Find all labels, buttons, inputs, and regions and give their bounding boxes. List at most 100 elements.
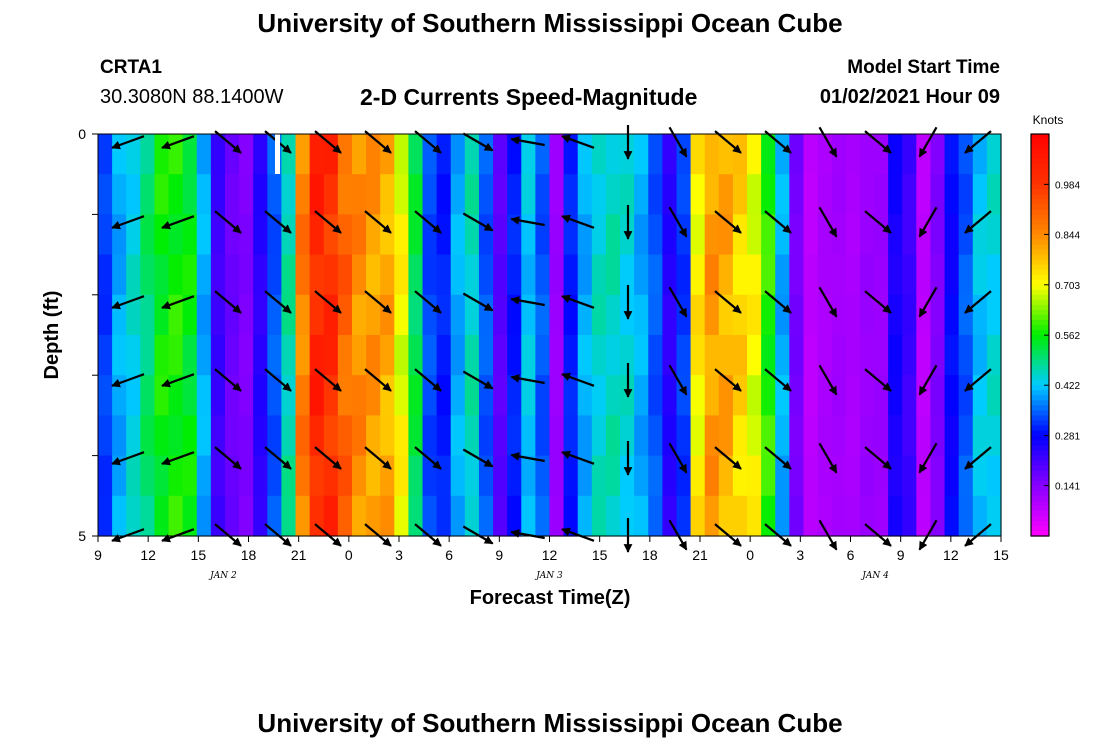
current-vector bbox=[668, 126, 688, 158]
heatmap-cell bbox=[986, 455, 1002, 497]
heatmap-cell bbox=[253, 134, 268, 175]
heatmap-cell bbox=[563, 335, 579, 376]
current-vector bbox=[214, 210, 242, 234]
heatmap-cell bbox=[366, 214, 381, 256]
current-vector bbox=[764, 446, 792, 470]
heatmap-cell bbox=[930, 495, 946, 537]
current-vector bbox=[364, 368, 392, 392]
heatmap-cell bbox=[422, 294, 438, 336]
heatmap-cell bbox=[464, 375, 480, 416]
heatmap-cell bbox=[549, 335, 565, 376]
heatmap-cell bbox=[747, 415, 762, 457]
heatmap-cell bbox=[563, 375, 579, 416]
heatmap-cell bbox=[366, 415, 381, 457]
heatmap-cell bbox=[521, 455, 536, 497]
heatmap-cell bbox=[577, 335, 593, 376]
heatmap-cell bbox=[563, 134, 579, 175]
heatmap-cell bbox=[662, 375, 678, 416]
heatmap-cell bbox=[775, 254, 790, 296]
heatmap-cell bbox=[803, 495, 819, 537]
heatmap-cell bbox=[281, 375, 297, 416]
heatmap-cell bbox=[267, 254, 283, 296]
heatmap-cell bbox=[140, 495, 156, 537]
heatmap-cell bbox=[704, 134, 720, 175]
heatmap-cell bbox=[577, 415, 593, 457]
heatmap-cell bbox=[916, 495, 932, 537]
heatmap-cell bbox=[634, 415, 649, 457]
heatmap-cell bbox=[676, 294, 692, 336]
heatmap-cell bbox=[182, 455, 198, 497]
heatmap-cell bbox=[761, 375, 776, 416]
heatmap-cell bbox=[408, 415, 424, 457]
heatmap-cell bbox=[577, 254, 593, 296]
heatmap-cell bbox=[944, 415, 960, 457]
heatmap-cell bbox=[732, 495, 748, 537]
heatmap-cell bbox=[521, 294, 536, 336]
heatmap-cell bbox=[577, 174, 593, 215]
heatmap-cell bbox=[930, 294, 946, 336]
heatmap-cell bbox=[916, 455, 932, 497]
heatmap-cell bbox=[859, 495, 875, 537]
heatmap-cell bbox=[436, 134, 452, 175]
page-title: University of Southern Mississippi Ocean… bbox=[257, 8, 843, 38]
heatmap-cell bbox=[888, 415, 903, 457]
current-vector bbox=[510, 529, 545, 540]
heatmap-cell bbox=[577, 134, 593, 175]
heatmap-cell bbox=[549, 134, 565, 175]
heatmap-cell bbox=[182, 495, 198, 537]
current-vector bbox=[764, 290, 792, 314]
heatmap-cell bbox=[210, 174, 226, 215]
station-coordinates: 30.3080N 88.1400W bbox=[100, 86, 284, 108]
x-tick-label: 18 bbox=[642, 547, 658, 563]
heatmap-cell bbox=[182, 134, 198, 175]
x-tick-label: 3 bbox=[395, 547, 403, 563]
current-vector bbox=[264, 523, 292, 547]
heatmap-cell bbox=[761, 335, 776, 376]
heatmap-cell bbox=[140, 335, 156, 376]
heatmap-cell bbox=[732, 174, 748, 215]
heatmap-cell bbox=[154, 254, 170, 296]
heatmap-cell bbox=[803, 375, 819, 416]
heatmap-cell bbox=[902, 174, 917, 215]
heatmap-cell bbox=[295, 174, 311, 215]
heatmap-cell bbox=[831, 254, 847, 296]
heatmap-cell bbox=[126, 375, 141, 416]
current-vector bbox=[818, 519, 838, 551]
heatmap-cell bbox=[309, 455, 325, 497]
heatmap-cell bbox=[817, 214, 833, 256]
heatmap-cell bbox=[958, 495, 974, 537]
current-vector bbox=[111, 215, 145, 230]
current-vector bbox=[111, 373, 145, 388]
heatmap-cell bbox=[775, 415, 790, 457]
current-vector bbox=[668, 519, 688, 551]
current-vector bbox=[111, 528, 145, 543]
heatmap-cell bbox=[182, 174, 198, 215]
heatmap-cell bbox=[535, 455, 551, 497]
heatmap-cell bbox=[140, 375, 156, 416]
heatmap-cell bbox=[958, 455, 974, 497]
heatmap-cell bbox=[591, 214, 607, 256]
colorbar-swatch bbox=[1031, 465, 1049, 472]
heatmap-cell bbox=[972, 495, 988, 537]
heatmap-cell bbox=[295, 134, 311, 175]
x-tick-label: 21 bbox=[291, 547, 307, 563]
heatmap-cell bbox=[281, 335, 297, 376]
heatmap-cell bbox=[182, 254, 198, 296]
heatmap-cell bbox=[549, 455, 565, 497]
heatmap-cell bbox=[831, 174, 847, 215]
current-vector bbox=[668, 286, 688, 318]
heatmap-cell bbox=[676, 335, 692, 376]
heatmap-cell bbox=[986, 134, 1002, 175]
heatmap-cell bbox=[605, 254, 621, 296]
heatmap-cell bbox=[944, 174, 960, 215]
heatmap-cell bbox=[718, 375, 734, 416]
current-vector bbox=[714, 368, 742, 392]
heatmap-cell bbox=[154, 294, 170, 336]
heatmap-cell bbox=[154, 335, 170, 376]
heatmap-cell bbox=[464, 335, 480, 376]
heatmap-cell bbox=[295, 254, 311, 296]
heatmap-cell bbox=[126, 294, 141, 336]
heatmap-cell bbox=[761, 134, 776, 175]
heatmap-cell bbox=[366, 375, 381, 416]
current-vector bbox=[314, 446, 342, 470]
